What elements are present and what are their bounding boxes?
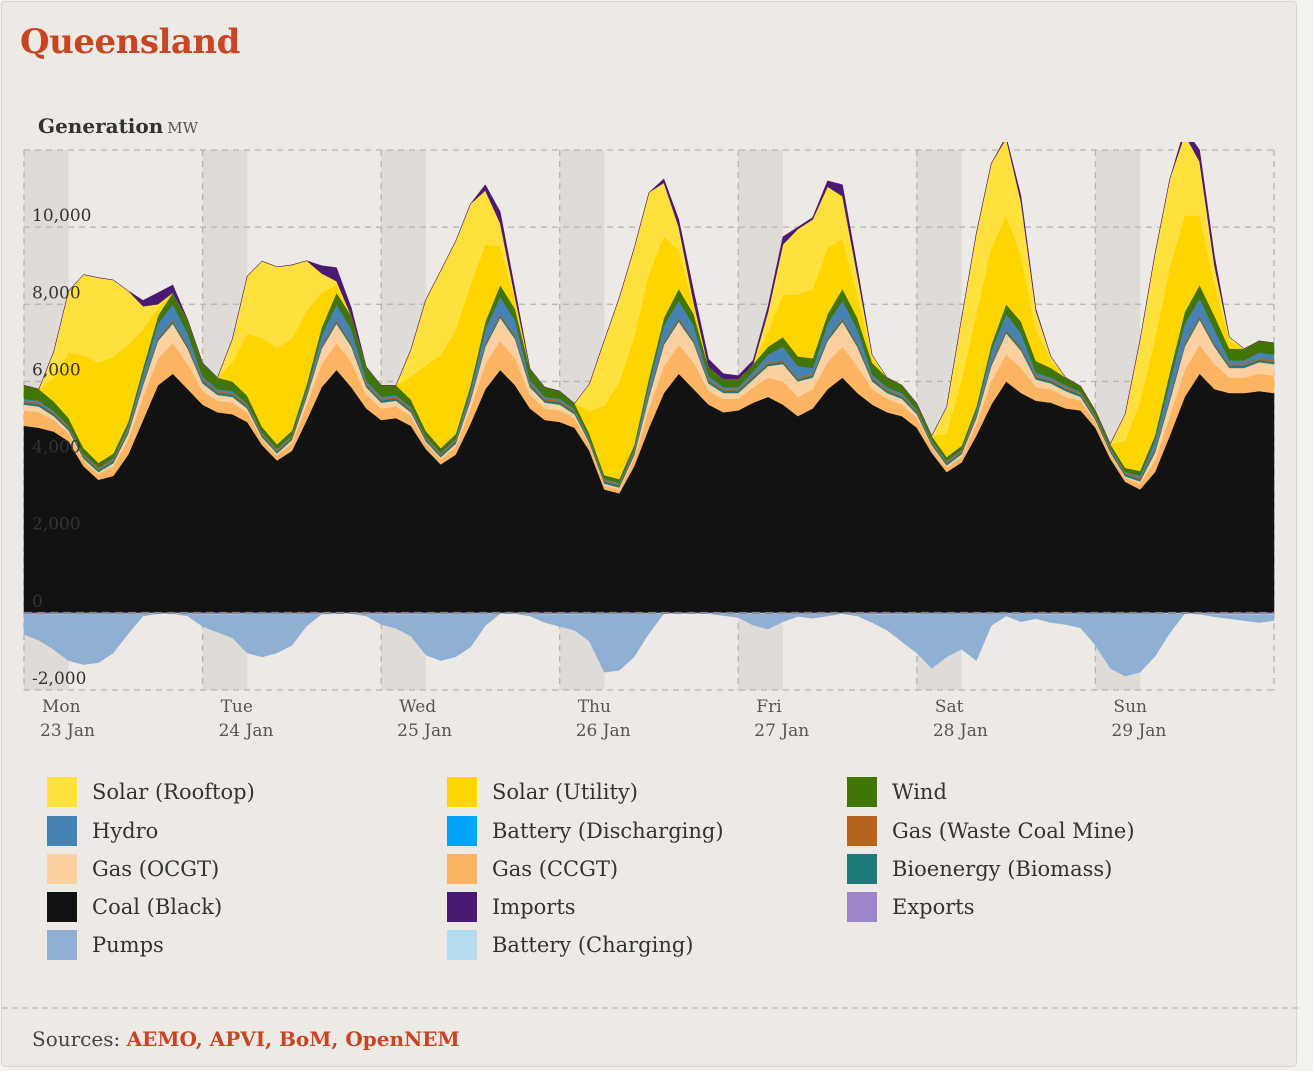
legend: Solar (Rooftop) Solar (Utility) Wind Hydro B… — [2, 772, 1298, 972]
legend-label: Wind — [892, 780, 947, 804]
legend-swatch — [847, 777, 877, 807]
x-day-label: Thu — [578, 697, 611, 717]
legend-label: Gas (CCGT) — [492, 857, 619, 881]
y-tick-label: 8,000 — [32, 283, 81, 303]
y-tick-label: 10,000 — [32, 206, 91, 226]
y-tick-label: 4,000 — [32, 438, 81, 458]
legend-swatch — [47, 930, 77, 960]
x-date-label: 24 Jan — [219, 721, 274, 741]
sources-list: AEMO, APVI, BoM, OpenNEM — [127, 1027, 460, 1051]
x-axis-labels: Mon 23 Jan Tue 24 Jan Wed 25 Jan Thu 26 Jan Fri 2… — [40, 697, 1166, 741]
generation-label: Generation — [38, 114, 164, 138]
legend-item[interactable]: Exports — [847, 892, 975, 922]
x-date-label: 25 Jan — [397, 721, 452, 741]
x-date-label: 26 Jan — [576, 721, 631, 741]
legend-label: Battery (Charging) — [492, 933, 694, 957]
x-date-label: 28 Jan — [933, 721, 988, 741]
area-pumps[interactable] — [23, 613, 1275, 677]
source-link[interactable]: AEMO, — [126, 1027, 210, 1051]
legend-item[interactable]: Battery (Discharging) — [447, 816, 724, 846]
legend-item[interactable]: Gas (Waste Coal Mine) — [847, 816, 1135, 846]
y-axis-labels: -2,000 0 2,000 4,000 6,000 8,000 10,000 — [32, 206, 91, 689]
sources-line: Sources: AEMO, APVI, BoM, OpenNEM — [32, 1027, 460, 1051]
legend-item[interactable]: Bioenergy (Biomass) — [847, 854, 1112, 884]
legend-swatch — [47, 816, 77, 846]
x-day-label: Tue — [221, 697, 253, 717]
legend-label: Gas (Waste Coal Mine) — [892, 819, 1135, 843]
x-date-label: 23 Jan — [40, 721, 95, 741]
legend-label: Bioenergy (Biomass) — [892, 857, 1113, 881]
legend-label: Exports — [892, 895, 975, 919]
legend-swatch — [447, 930, 477, 960]
legend-label: Pumps — [92, 933, 164, 957]
legend-swatch — [847, 892, 877, 922]
legend-swatch — [47, 892, 77, 922]
legend-label: Battery (Discharging) — [492, 819, 724, 843]
sources-prefix: Sources: — [32, 1027, 121, 1051]
legend-swatch — [847, 816, 877, 846]
area-series — [23, 142, 1275, 677]
legend-swatch — [447, 816, 477, 846]
x-day-label: Wed — [399, 697, 436, 717]
x-day-label: Sun — [1113, 697, 1147, 717]
legend-label: Coal (Black) — [92, 895, 223, 919]
source-link[interactable]: OpenNEM — [345, 1027, 460, 1051]
x-date-label: 29 Jan — [1111, 721, 1166, 741]
legend-item[interactable]: Battery (Charging) — [447, 930, 694, 960]
legend-swatch — [447, 777, 477, 807]
legend-item[interactable]: Hydro — [47, 816, 158, 846]
y-tick-label: -2,000 — [32, 669, 86, 689]
x-day-label: Mon — [42, 697, 81, 717]
source-link[interactable]: BoM, — [279, 1027, 346, 1051]
legend-label: Hydro — [92, 819, 159, 843]
legend-label: Imports — [492, 895, 576, 919]
generation-chart[interactable]: -2,000 0 2,000 4,000 6,000 8,000 10,000 Mon 23 J… — [2, 142, 1292, 752]
legend-label: Solar (Utility) — [492, 780, 638, 804]
x-day-label: Fri — [756, 697, 782, 717]
y-tick-label: 2,000 — [32, 515, 81, 535]
generation-unit: MW — [167, 119, 199, 137]
x-date-label: 27 Jan — [754, 721, 809, 741]
legend-item[interactable]: Solar (Utility) — [447, 777, 638, 807]
y-tick-label: 0 — [32, 592, 43, 612]
legend-label: Solar (Rooftop) — [92, 780, 255, 804]
legend-item[interactable]: Gas (OCGT) — [47, 854, 219, 884]
legend-swatch — [47, 854, 77, 884]
legend-item[interactable]: Coal (Black) — [47, 892, 222, 922]
x-day-label: Sat — [935, 697, 964, 717]
legend-item[interactable]: Imports — [447, 892, 576, 922]
source-link[interactable]: APVI, — [209, 1027, 280, 1051]
legend-item[interactable]: Solar (Rooftop) — [47, 777, 255, 807]
legend-swatch — [447, 854, 477, 884]
legend-item[interactable]: Wind — [847, 777, 947, 807]
legend-item[interactable]: Gas (CCGT) — [447, 854, 618, 884]
legend-swatch — [447, 892, 477, 922]
generation-title: Generation MW — [38, 114, 198, 138]
legend-swatch — [847, 854, 877, 884]
legend-label: Gas (OCGT) — [92, 857, 220, 881]
region-title: Queensland — [20, 22, 240, 62]
y-tick-label: 6,000 — [32, 360, 81, 380]
legend-item[interactable]: Pumps — [47, 930, 164, 960]
area-imports[interactable] — [23, 142, 1275, 445]
footer-divider — [2, 1007, 1298, 1009]
legend-swatch — [47, 777, 77, 807]
